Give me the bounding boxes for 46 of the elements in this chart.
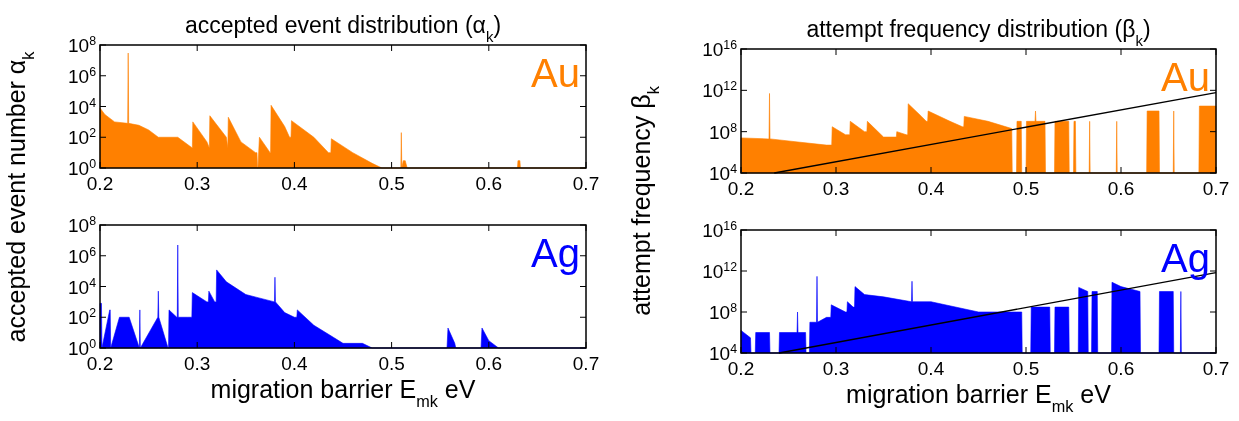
y-tick-label: 10$^{6}$ <box>67 244 97 267</box>
y-tick-label: 10$^{12}$ <box>702 79 738 102</box>
x-tick-label: 0.6 <box>475 353 503 374</box>
x-tick-label: 0.5 <box>1012 178 1040 199</box>
series-label: Au <box>1161 55 1210 99</box>
x-tick-label: 0.7 <box>572 353 600 374</box>
x-tick-label: 0.7 <box>572 173 600 194</box>
x-tick-label: 0.4 <box>917 178 945 199</box>
y-tick-label: 10$^{2}$ <box>67 306 97 329</box>
x-tick-label: 0.5 <box>378 353 405 374</box>
x-tick-label: 0.4 <box>917 358 945 379</box>
x-tick-label: 0.3 <box>822 178 850 199</box>
y-tick-label: 10$^{8}$ <box>708 301 738 323</box>
chart-title: attempt frequency distribution (β$_{k}$) <box>806 16 1151 49</box>
x-tick-label: 0.2 <box>86 173 114 194</box>
x-tick-label: 0.3 <box>822 358 850 379</box>
x-tick-label: 0.4 <box>281 353 309 374</box>
y-tick-label: 10$^{6}$ <box>67 64 97 87</box>
y-tick-label: 10$^{16}$ <box>702 38 738 60</box>
x-tick-label: 0.7 <box>1202 178 1230 199</box>
x-tick-label: 0.5 <box>378 173 405 194</box>
y-tick-label: 10$^{8}$ <box>708 120 738 143</box>
y-tick-label: 10$^{4}$ <box>67 275 97 298</box>
chart-title: accepted event distribution (α$_{k}$) <box>184 12 502 45</box>
x-tick-label: 0.2 <box>86 353 114 374</box>
x-tick-label: 0.3 <box>183 173 211 194</box>
x-tick-label: 0.6 <box>1107 178 1135 199</box>
y-tick-label: 10$^{4}$ <box>67 95 97 118</box>
x-tick-label: 0.6 <box>1107 358 1135 379</box>
x-tick-label: 0.2 <box>727 358 755 379</box>
x-tick-label: 0.3 <box>183 353 211 374</box>
x-tick-label: 0.4 <box>281 173 309 194</box>
y-tick-label: 10$^{16}$ <box>702 219 738 241</box>
x-axis-title: migration barrier E$_{mk}$ eV <box>210 375 476 410</box>
y-tick-label: 10$^{8}$ <box>67 34 97 56</box>
series-label: Ag <box>1161 236 1210 280</box>
y-tick-label: 10$^{2}$ <box>67 126 97 149</box>
x-tick-label: 0.6 <box>475 173 503 194</box>
series-label: Au <box>531 51 580 95</box>
x-tick-label: 0.7 <box>1202 358 1230 379</box>
series-label: Ag <box>531 231 580 275</box>
y-tick-label: 10$^{12}$ <box>702 260 738 282</box>
y-tick-label: 10$^{8}$ <box>67 214 97 236</box>
x-tick-label: 0.5 <box>1012 358 1040 379</box>
x-tick-label: 0.2 <box>727 178 755 199</box>
x-axis-title: migration barrier E$_{mk}$ eV <box>846 380 1112 415</box>
